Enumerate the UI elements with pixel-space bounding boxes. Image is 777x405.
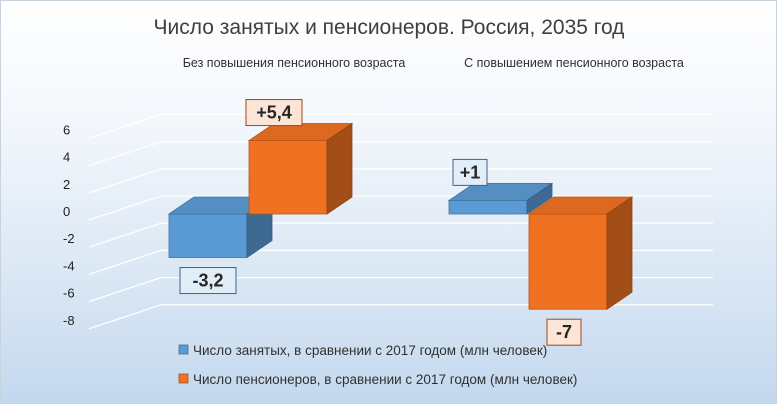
data-label-box <box>179 267 237 295</box>
gridline <box>88 140 713 167</box>
gridlines <box>88 113 713 330</box>
bar-side <box>326 122 353 215</box>
data-label-box <box>546 318 582 346</box>
bar-side <box>606 196 633 310</box>
y-tick-label: -6 <box>63 286 75 301</box>
legend-swatch <box>178 344 189 355</box>
data-label: +5,4 <box>256 103 292 123</box>
data-label-box <box>245 99 303 127</box>
y-tick-label: 2 <box>63 177 70 192</box>
category-labels: Без повышения пенсионного возраста С повы… <box>183 56 684 70</box>
y-axis: 6 4 2 0 -2 -4 -6 -8 <box>63 122 75 327</box>
bar-front <box>168 213 248 258</box>
legend: Число занятых, в сравнении с 2017 годом … <box>178 343 577 387</box>
category-label: С повышением пенсионного возраста <box>464 56 684 70</box>
chart-title: Число занятых и пенсионеров. Россия, 203… <box>154 16 625 39</box>
data-label-box <box>452 158 488 186</box>
data-label: -7 <box>556 322 572 342</box>
y-tick-label: 4 <box>63 150 70 165</box>
y-tick-label: -2 <box>63 231 75 246</box>
data-label: -3,2 <box>192 271 223 291</box>
legend-entry: Число занятых, в сравнении с 2017 годом … <box>193 343 547 358</box>
data-label: +1 <box>460 162 481 182</box>
bar-front <box>528 213 608 310</box>
y-tick-label: -4 <box>63 258 75 273</box>
legend-swatch <box>178 373 189 384</box>
gridline <box>88 113 713 140</box>
bars <box>167 122 634 310</box>
data-labels: -3,2 +1 +5,4 -7 <box>179 99 582 346</box>
category-label: Без повышения пенсионного возраста <box>183 56 406 70</box>
y-tick-label: 6 <box>63 122 70 137</box>
gridline <box>88 304 713 330</box>
y-tick-label: 0 <box>63 204 70 219</box>
legend-entry: Число пенсионеров, в сравнении с 2017 го… <box>193 372 577 387</box>
y-tick-label: -8 <box>63 313 75 328</box>
bar-front <box>248 140 328 215</box>
bar-side <box>526 182 553 215</box>
gridline <box>88 168 713 194</box>
bar-front <box>448 199 528 215</box>
